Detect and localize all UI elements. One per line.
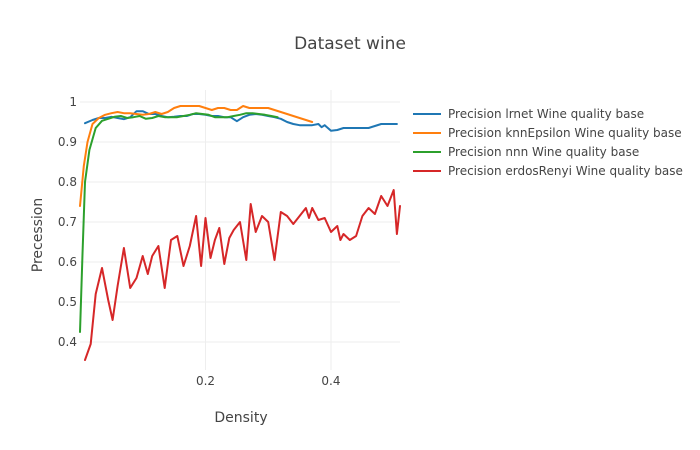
grid-lines <box>80 90 400 370</box>
x-tick-label: 0.4 <box>321 374 340 388</box>
series-line <box>79 105 314 207</box>
series-line <box>84 189 401 361</box>
x-tick-labels: 0.2 0.4 <box>196 374 341 388</box>
y-tick-labels: 0.4 0.5 0.6 0.7 0.8 0.9 1 <box>58 95 77 349</box>
y-tick-label: 0.8 <box>58 175 77 189</box>
legend-label: Precision erdosRenyi Wine quality base <box>448 164 683 178</box>
series-lines <box>79 105 401 361</box>
chart-title: Dataset wine <box>294 34 406 54</box>
series-line <box>79 112 279 333</box>
legend: Precision lrnet Wine quality base Precisi… <box>413 107 683 178</box>
y-tick-label: 0.6 <box>58 255 77 269</box>
y-tick-label: 0.9 <box>58 135 77 149</box>
y-tick-label: 0.7 <box>58 215 77 229</box>
legend-label: Precision nnn Wine quality base <box>448 145 639 159</box>
legend-label: Precision lrnet Wine quality base <box>448 107 644 121</box>
series-line <box>84 110 398 132</box>
y-tick-label: 0.4 <box>58 335 77 349</box>
y-axis-title: Precession <box>30 198 46 272</box>
y-tick-label: 0.5 <box>58 295 77 309</box>
x-axis-title: Density <box>214 410 267 426</box>
x-tick-label: 0.2 <box>196 374 215 388</box>
legend-label: Precision knnEpsilon Wine quality base <box>448 126 682 140</box>
y-tick-label: 1 <box>69 95 77 109</box>
